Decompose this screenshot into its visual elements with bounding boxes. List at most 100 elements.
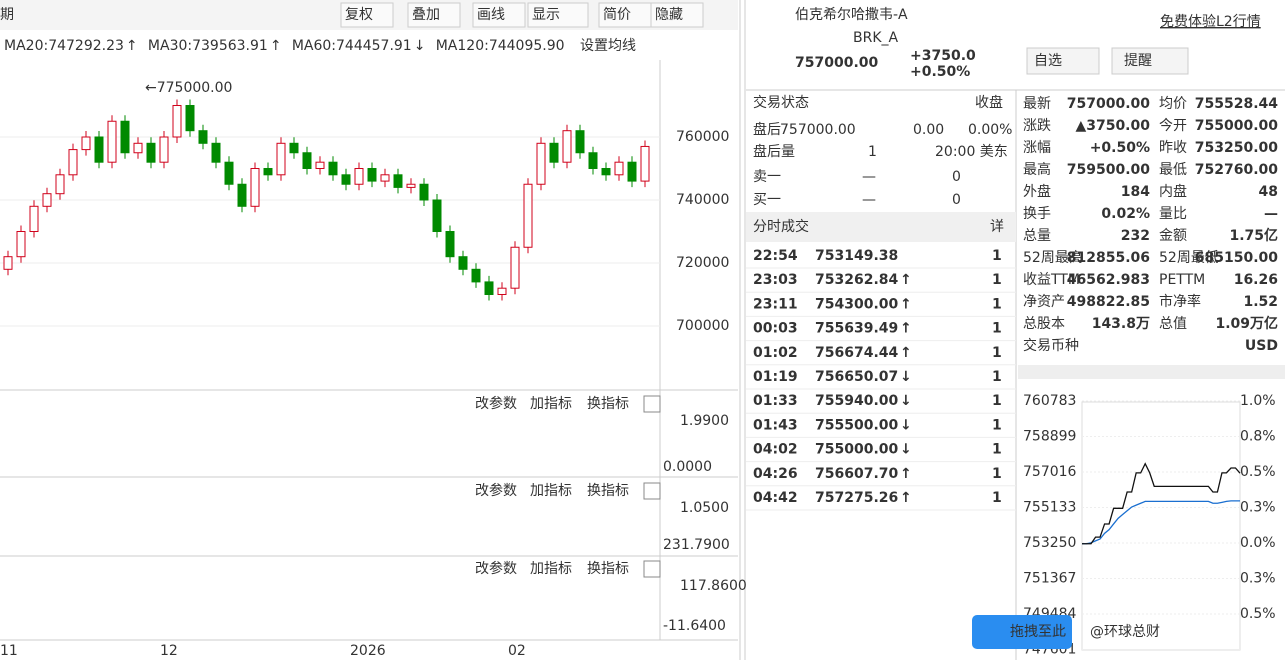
candle	[263, 167, 273, 176]
toolbar-button-label[interactable]: 画线	[477, 7, 505, 23]
candle	[380, 174, 390, 182]
label: 753262.84	[815, 272, 899, 288]
label: ▲3750.00	[1075, 118, 1150, 134]
candle	[211, 142, 221, 163]
toolbar-button-label[interactable]: 简价	[603, 6, 631, 23]
label: 1.09万亿	[1215, 315, 1278, 332]
label: 685150.00	[1195, 250, 1279, 266]
label: 1	[992, 296, 1002, 312]
avg-line	[1082, 500, 1240, 545]
label: 1	[992, 272, 1002, 288]
toolbar-button[interactable]	[340, 2, 394, 28]
panel-button[interactable]: 换指标	[587, 560, 629, 577]
label: 交易币种	[1023, 337, 1079, 354]
toolbar-button[interactable]	[527, 2, 589, 28]
trade-arrow: ↑	[900, 272, 912, 288]
panel-button[interactable]: 换指标	[587, 395, 629, 412]
label: 1.52	[1243, 294, 1278, 310]
l2-link[interactable]: 免费体验L2行情	[1160, 14, 1261, 30]
trade-arrow: ↑	[900, 321, 912, 337]
label: PETTM	[1159, 272, 1205, 288]
drag-badge[interactable]	[972, 615, 1072, 649]
panel-button[interactable]: 换指标	[587, 482, 629, 499]
label: 1	[992, 321, 1002, 337]
label: BRK_A	[853, 30, 899, 46]
candle	[367, 167, 377, 182]
panel-tick: -11.6400	[663, 618, 726, 634]
label: 卖一	[753, 169, 781, 185]
panel-button[interactable]: 加指标	[530, 396, 572, 412]
toolbar-button[interactable]	[650, 2, 704, 28]
label: USD	[1245, 338, 1278, 354]
toolbar-button-label[interactable]: 隐藏	[655, 7, 683, 23]
watch-button[interactable]	[1026, 47, 1100, 75]
close-button[interactable]	[643, 482, 661, 500]
label: —	[862, 192, 876, 208]
x-label: 11	[0, 643, 18, 659]
label: 期	[0, 7, 14, 23]
label: 今开	[1159, 118, 1187, 134]
label: 收盘	[975, 94, 1003, 111]
label: 755500.00	[815, 417, 899, 433]
ma-settings[interactable]: 设置均线	[580, 38, 636, 54]
label: 1	[992, 442, 1002, 458]
price: 757000.00	[795, 55, 879, 71]
candle	[224, 161, 234, 185]
toolbar-button-label[interactable]: 复权	[345, 6, 373, 23]
label: 分时成交	[753, 218, 809, 235]
label: 1	[992, 393, 1002, 409]
label: 01:33	[753, 393, 798, 409]
label: 最高	[1023, 161, 1051, 178]
label: 1	[992, 490, 1002, 506]
candle	[3, 256, 13, 270]
label[interactable]: 提醒	[1124, 53, 1152, 69]
candle	[484, 281, 494, 295]
panel-tick: 1.0500	[680, 500, 729, 516]
label: 22:54	[753, 248, 798, 264]
label[interactable]: 详	[990, 219, 1004, 235]
toolbar-button-label[interactable]: 叠加	[412, 7, 440, 23]
toolbar-button[interactable]	[472, 2, 526, 28]
panel-button[interactable]: 改参数	[475, 560, 517, 577]
toolbar-button[interactable]	[598, 2, 652, 28]
panel-button[interactable]: 加指标	[530, 561, 572, 577]
candle	[120, 120, 130, 154]
candle	[198, 130, 208, 144]
label: 755000.00	[1195, 118, 1279, 134]
toolbar-button-label[interactable]: 显示	[532, 7, 560, 23]
alert-button[interactable]	[1111, 47, 1189, 75]
label: 757275.26	[815, 490, 898, 506]
label: 伯克希尔哈撒韦-A	[795, 7, 908, 23]
y-tick-label: 720000	[676, 255, 729, 271]
label: 23:11	[753, 296, 798, 312]
label: 市净率	[1159, 293, 1201, 310]
candle	[107, 120, 117, 163]
ma-label: MA60:744457.91	[292, 38, 412, 54]
panel-button[interactable]: 改参数	[475, 395, 517, 412]
label: 52周最高	[1023, 249, 1083, 266]
label: 756674.44	[815, 345, 899, 361]
label[interactable]: 自选	[1034, 53, 1062, 69]
panel-button[interactable]: 加指标	[530, 483, 572, 499]
toolbar-button[interactable]	[407, 2, 461, 28]
label: 143.8万	[1092, 316, 1150, 332]
label: 753250.00	[1195, 140, 1279, 156]
label: 16.26	[1234, 272, 1278, 288]
candle	[341, 174, 351, 185]
candle	[328, 161, 338, 176]
panel-button[interactable]: 改参数	[475, 482, 517, 499]
label: 内盘	[1159, 183, 1187, 200]
candle	[523, 183, 533, 248]
label: 753250	[1023, 535, 1076, 551]
candle	[315, 161, 325, 169]
label: 最新	[1023, 96, 1051, 112]
label: 0.02%	[1101, 206, 1150, 222]
close-button[interactable]	[643, 395, 661, 413]
x-label: 12	[160, 643, 178, 659]
label: 1	[992, 369, 1002, 385]
close-button[interactable]	[643, 560, 661, 578]
trade-arrow: ↓	[900, 442, 912, 458]
ma-arrow: ↑	[270, 38, 282, 54]
label: 0.5%	[1240, 606, 1276, 622]
